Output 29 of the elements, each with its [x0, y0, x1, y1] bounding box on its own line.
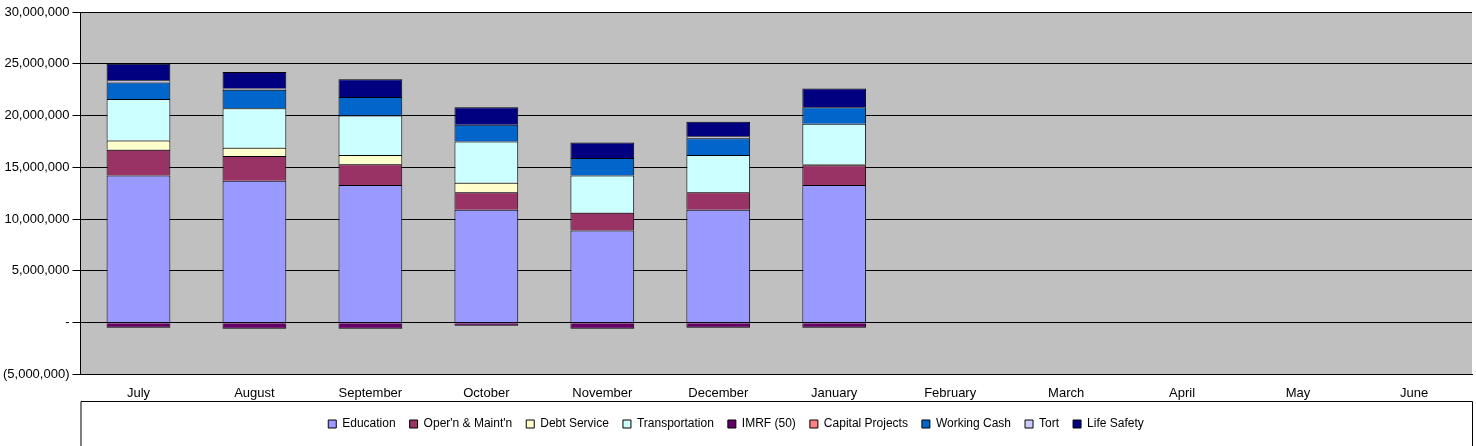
y-tick-label: (5,000,000) [2, 365, 70, 381]
y-tick-label: 20,000,000 [4, 107, 70, 123]
y-tick-label: 15,000,000 [4, 158, 70, 174]
legend-label: IMRF (50) [741, 416, 796, 431]
legend-label: Capital Projects [823, 416, 908, 431]
legend-label: Oper'n & Maint'n [423, 416, 513, 431]
y-tick-label: 25,000,000 [4, 55, 70, 71]
legend-label: Working Cash [935, 416, 1012, 431]
x-tick-label: August [234, 384, 276, 400]
x-tick-label: February [924, 384, 977, 400]
x-tick-label: July [126, 384, 151, 400]
x-tick-label: November [572, 384, 633, 400]
x-tick-label: May [1285, 384, 1311, 400]
x-tick-label: June [1399, 384, 1429, 400]
legend-label: Education [342, 416, 396, 431]
y-tick-label: 5,000,000 [11, 262, 70, 278]
x-tick-label: April [1169, 384, 1196, 400]
legend-label: Tort [1039, 416, 1060, 431]
x-tick-label: March [1048, 384, 1085, 400]
x-tick-label: October [463, 384, 511, 400]
x-tick-label: January [811, 384, 858, 400]
x-tick-label: September [338, 384, 403, 400]
legend-label: Transportation [636, 416, 714, 431]
y-tick-label: 30,000,000 [4, 3, 70, 19]
y-tick-label: - [65, 314, 70, 330]
x-tick-label: December [688, 384, 749, 400]
y-tick-label: 10,000,000 [4, 210, 70, 226]
legend-label: Debt Service [540, 416, 610, 431]
legend-label: Life Safety [1087, 416, 1144, 431]
